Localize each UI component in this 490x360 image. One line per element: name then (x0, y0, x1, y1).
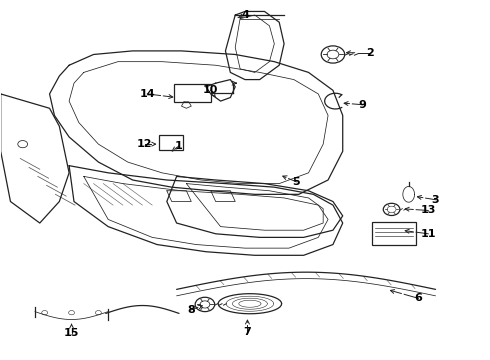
Text: 10: 10 (203, 85, 219, 95)
Text: 1: 1 (175, 141, 183, 151)
Text: 7: 7 (244, 327, 251, 337)
Text: 13: 13 (420, 206, 436, 216)
Text: 4: 4 (241, 10, 249, 20)
Text: 11: 11 (420, 229, 436, 239)
Text: 8: 8 (187, 305, 195, 315)
Text: 5: 5 (293, 177, 300, 187)
Text: 9: 9 (358, 100, 366, 110)
Text: 12: 12 (137, 139, 152, 149)
Text: 15: 15 (64, 328, 79, 338)
Text: 14: 14 (140, 89, 155, 99)
Text: 2: 2 (366, 48, 373, 58)
Text: 6: 6 (415, 293, 422, 303)
Text: 3: 3 (432, 195, 440, 205)
